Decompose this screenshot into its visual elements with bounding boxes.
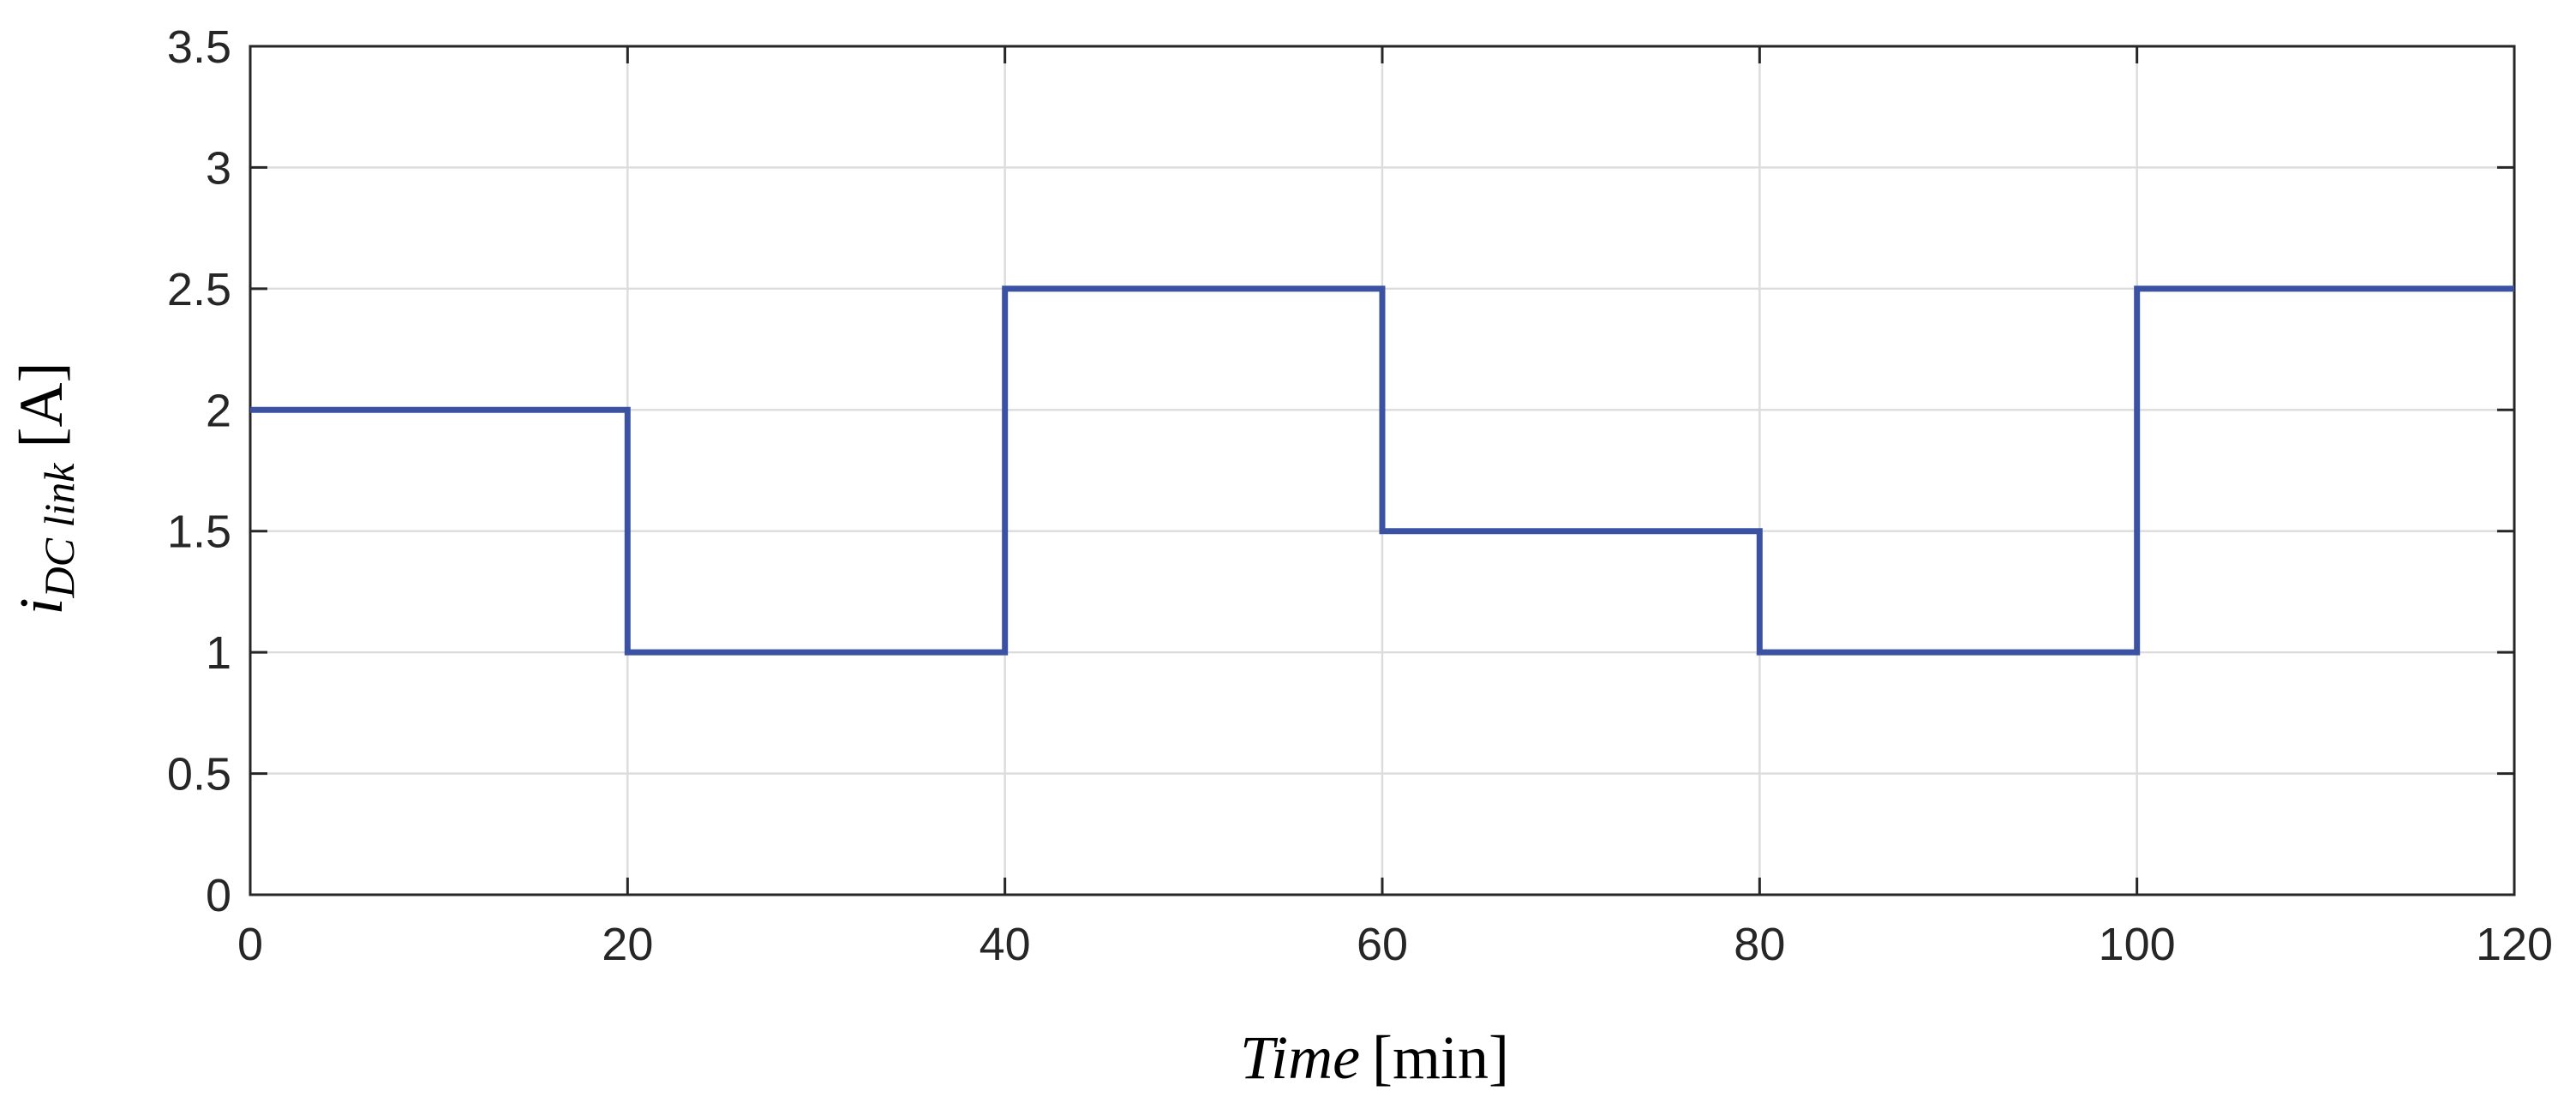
y-axis-label-subscript: DC link bbox=[35, 463, 83, 599]
y-tick-label: 0.5 bbox=[167, 749, 231, 800]
y-tick-label: 2 bbox=[206, 385, 231, 436]
x-axis-label-name: Time bbox=[1240, 1023, 1360, 1092]
x-tick-label: 60 bbox=[1357, 919, 1408, 970]
series-line bbox=[250, 285, 2514, 656]
series-layer bbox=[250, 285, 2514, 656]
y-axis-label: iDC link [A] bbox=[7, 363, 83, 615]
x-axis-label: Time [min] bbox=[1240, 1023, 1509, 1092]
x-tick-labels: 0 20 40 60 80 100 120 bbox=[237, 919, 2553, 970]
y-axis-label-symbol: i bbox=[7, 597, 75, 614]
y-tick-label: 2.5 bbox=[167, 264, 231, 315]
y-tick-label: 0 bbox=[206, 870, 231, 921]
x-tick-label: 0 bbox=[237, 919, 263, 970]
x-tick-label: 120 bbox=[2476, 919, 2553, 970]
x-tick-label: 100 bbox=[2099, 919, 2176, 970]
y-tick-label: 1 bbox=[206, 627, 231, 679]
y-axis-label-unit: [A] bbox=[7, 363, 75, 448]
y-tick-label: 1.5 bbox=[167, 507, 231, 558]
y-tick-label: 3 bbox=[206, 142, 231, 194]
y-tick-labels: 0 0.5 1 1.5 2 2.5 3 3.5 bbox=[167, 21, 231, 921]
x-axis-label-unit: [min] bbox=[1372, 1023, 1509, 1092]
x-tick-label: 20 bbox=[602, 919, 653, 970]
y-tick-label: 3.5 bbox=[167, 21, 231, 73]
x-tick-label: 80 bbox=[1734, 919, 1785, 970]
x-tick-label: 40 bbox=[979, 919, 1031, 970]
